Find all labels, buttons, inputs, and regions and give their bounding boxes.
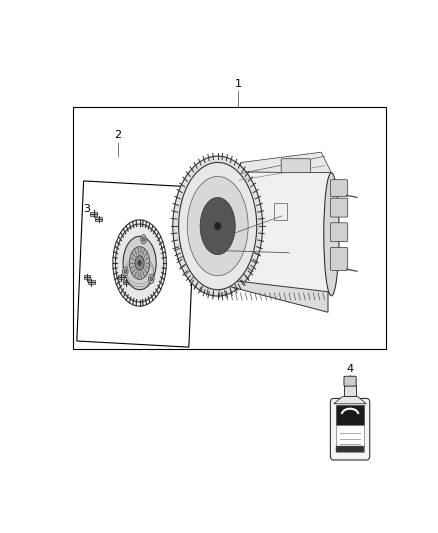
Polygon shape xyxy=(237,152,332,173)
Bar xyxy=(117,276,124,279)
Bar xyxy=(274,204,287,220)
Bar xyxy=(123,280,129,284)
Text: 3: 3 xyxy=(84,204,91,214)
FancyBboxPatch shape xyxy=(330,198,348,217)
Text: 4: 4 xyxy=(346,364,353,374)
Ellipse shape xyxy=(148,274,154,284)
FancyBboxPatch shape xyxy=(330,223,348,241)
Ellipse shape xyxy=(124,269,127,273)
Ellipse shape xyxy=(116,224,164,302)
Ellipse shape xyxy=(135,256,144,270)
Ellipse shape xyxy=(200,197,235,255)
FancyBboxPatch shape xyxy=(330,180,348,197)
FancyBboxPatch shape xyxy=(330,247,348,270)
FancyBboxPatch shape xyxy=(281,159,311,173)
Ellipse shape xyxy=(173,156,262,296)
Bar xyxy=(344,385,356,397)
Ellipse shape xyxy=(324,173,339,296)
Bar xyxy=(84,276,90,279)
FancyBboxPatch shape xyxy=(344,376,356,386)
Ellipse shape xyxy=(123,267,128,276)
Bar xyxy=(74,107,386,349)
Bar xyxy=(336,446,364,452)
Bar xyxy=(336,406,364,425)
Bar xyxy=(90,212,97,216)
Ellipse shape xyxy=(129,247,150,279)
Ellipse shape xyxy=(142,237,145,241)
Ellipse shape xyxy=(123,236,156,290)
Ellipse shape xyxy=(150,277,152,281)
Ellipse shape xyxy=(187,176,248,276)
Ellipse shape xyxy=(141,235,146,244)
Text: 1: 1 xyxy=(235,78,241,88)
Polygon shape xyxy=(230,280,328,312)
Bar xyxy=(95,217,102,221)
Ellipse shape xyxy=(138,261,141,265)
Polygon shape xyxy=(334,397,366,404)
Polygon shape xyxy=(233,172,333,294)
Ellipse shape xyxy=(214,222,221,230)
FancyBboxPatch shape xyxy=(330,399,370,460)
Ellipse shape xyxy=(179,163,257,290)
Text: 2: 2 xyxy=(114,130,121,140)
Bar xyxy=(88,280,95,284)
Bar xyxy=(336,425,364,452)
Polygon shape xyxy=(77,181,196,347)
